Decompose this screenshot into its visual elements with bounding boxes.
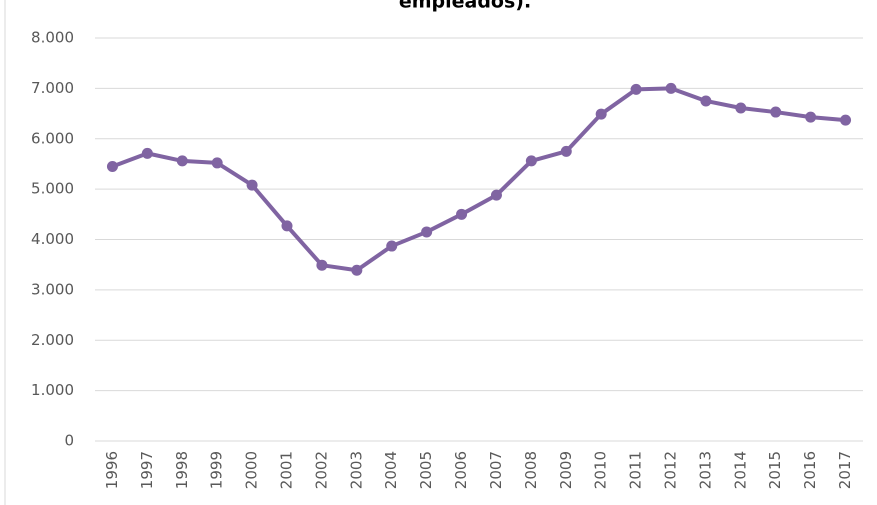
x-tick-label: 2015 [766, 451, 784, 489]
x-tick-label: 2005 [417, 451, 435, 489]
data-point [141, 147, 153, 159]
data-point [525, 155, 537, 167]
data-point [106, 160, 118, 172]
data-point [630, 83, 642, 95]
data-point [176, 155, 188, 167]
data-point [211, 157, 223, 169]
data-point [246, 179, 258, 191]
data-point [456, 208, 468, 220]
x-tick-label: 2009 [557, 451, 575, 489]
y-tick-label: 4.000 [31, 230, 74, 248]
x-tick-label: 1996 [103, 451, 121, 489]
x-tick-label: 2003 [347, 451, 365, 489]
y-tick-label: 6.000 [31, 129, 74, 147]
data-point [735, 102, 747, 114]
x-tick-label: 2001 [278, 451, 296, 489]
data-point [351, 264, 363, 276]
y-tick-label: 1.000 [31, 381, 74, 399]
data-point [316, 259, 328, 271]
chart-title: empleados). [399, 0, 531, 13]
data-point [421, 226, 433, 238]
data-point [490, 189, 502, 201]
y-tick-label: 3.000 [31, 280, 74, 298]
y-tick-label: 0 [64, 432, 74, 450]
y-tick-label: 5.000 [31, 180, 74, 198]
data-point [560, 145, 572, 157]
x-tick-label: 2012 [662, 451, 680, 489]
x-tick-label: 2008 [522, 451, 540, 489]
x-tick-label: 2007 [487, 451, 505, 489]
data-point [595, 108, 607, 120]
x-tick-label: 2010 [592, 451, 610, 489]
data-point [770, 106, 782, 118]
data-point [840, 114, 852, 126]
data-point [805, 111, 817, 123]
x-tick-label: 1998 [173, 451, 191, 489]
x-tick-label: 2011 [627, 451, 645, 489]
x-tick-label: 2004 [382, 451, 400, 489]
x-tick-label: 1999 [208, 451, 226, 489]
y-tick-label: 7.000 [31, 79, 74, 97]
data-point [386, 240, 398, 252]
x-tick-label: 2014 [731, 451, 749, 489]
x-tick-label: 2016 [801, 451, 819, 489]
x-tick-label: 2017 [836, 451, 854, 489]
data-point [281, 220, 293, 232]
y-tick-label: 2.000 [31, 331, 74, 349]
x-tick-label: 2013 [696, 451, 714, 489]
x-tick-label: 1997 [138, 451, 156, 489]
x-tick-label: 2002 [312, 451, 330, 489]
data-point [700, 95, 712, 107]
series-line [111, 86, 846, 273]
data-point [665, 82, 677, 94]
x-tick-label: 2000 [243, 451, 261, 489]
y-tick-label: 8.000 [31, 29, 74, 47]
x-tick-label: 2006 [452, 451, 470, 489]
